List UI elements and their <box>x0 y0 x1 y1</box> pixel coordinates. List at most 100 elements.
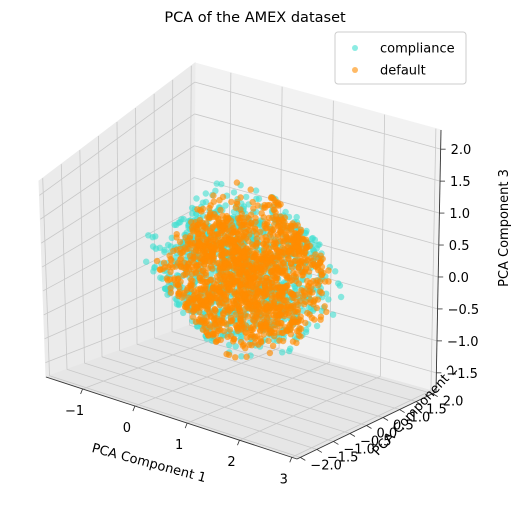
point-default <box>288 305 294 311</box>
point-default <box>200 228 206 234</box>
legend-marker-default <box>352 67 358 73</box>
point-default <box>200 327 206 333</box>
point-default <box>260 315 266 321</box>
point-default <box>202 297 208 303</box>
point-default <box>269 308 275 314</box>
point-default <box>269 279 275 285</box>
legend: compliance default <box>335 32 466 84</box>
point-default <box>223 351 229 357</box>
point-default <box>225 216 231 222</box>
point-default <box>248 186 254 192</box>
point-default <box>209 257 215 263</box>
point-default <box>237 236 243 242</box>
point-compliance <box>153 246 159 252</box>
point-default <box>201 261 207 267</box>
point-default <box>237 206 243 212</box>
point-default <box>231 336 237 342</box>
point-compliance <box>152 233 158 239</box>
point-compliance <box>193 195 199 201</box>
x-axis-label: PCA Component 1 <box>90 441 208 486</box>
point-default <box>239 276 245 282</box>
point-default <box>254 262 260 268</box>
point-default <box>226 298 232 304</box>
point-default <box>243 245 249 251</box>
y-tick-mark <box>383 418 388 421</box>
point-default <box>176 284 182 290</box>
z-tick-label: 1.0 <box>449 207 470 222</box>
point-compliance <box>203 190 209 196</box>
point-default <box>202 270 208 276</box>
point-default <box>296 328 302 334</box>
point-default <box>270 343 276 349</box>
point-default <box>252 226 258 232</box>
point-default <box>275 267 281 273</box>
point-default <box>254 235 260 241</box>
point-default <box>210 192 216 198</box>
point-compliance <box>143 259 149 265</box>
point-default <box>297 298 303 304</box>
point-default <box>228 199 234 205</box>
point-default <box>309 315 315 321</box>
point-default <box>205 303 211 309</box>
point-default <box>303 243 309 249</box>
point-default <box>165 277 171 283</box>
point-default <box>182 271 188 277</box>
point-default <box>194 263 200 269</box>
point-default <box>247 262 253 268</box>
point-default <box>200 220 206 226</box>
point-default <box>192 254 198 260</box>
point-default <box>229 284 235 290</box>
point-default <box>265 338 271 344</box>
point-compliance <box>332 268 338 274</box>
x-tick-mark <box>81 389 83 394</box>
point-default <box>289 294 295 300</box>
point-compliance <box>282 209 288 215</box>
point-compliance <box>325 296 331 302</box>
point-default <box>177 246 183 252</box>
point-default <box>168 290 174 296</box>
point-default <box>242 306 248 312</box>
point-default <box>274 247 280 253</box>
point-default <box>233 291 239 297</box>
x-tick-mark <box>290 457 292 462</box>
point-default <box>223 260 229 266</box>
point-default <box>280 330 286 336</box>
point-compliance <box>231 189 237 195</box>
point-default <box>263 251 269 257</box>
point-default <box>238 298 244 304</box>
point-default <box>276 337 282 343</box>
point-default <box>252 219 258 225</box>
point-default <box>287 247 293 253</box>
y-tick-mark <box>300 457 305 460</box>
point-default <box>224 289 230 295</box>
point-default <box>215 215 221 221</box>
point-default <box>242 345 248 351</box>
point-default <box>315 267 321 273</box>
point-default <box>314 305 320 311</box>
point-default <box>154 258 160 264</box>
point-compliance <box>337 282 343 288</box>
point-default <box>255 202 261 208</box>
point-default <box>271 330 277 336</box>
point-default <box>280 239 286 245</box>
point-default <box>210 250 216 256</box>
point-default <box>267 237 273 243</box>
point-default <box>274 254 280 260</box>
point-default <box>207 243 213 249</box>
point-default <box>234 179 240 185</box>
legend-label-default: default <box>380 64 426 79</box>
point-default <box>232 354 238 360</box>
point-default <box>255 341 261 347</box>
point-default <box>198 208 204 214</box>
point-default <box>264 260 270 266</box>
point-default <box>224 334 230 340</box>
point-default <box>294 235 300 241</box>
point-default <box>218 289 224 295</box>
point-default <box>197 238 203 244</box>
point-default <box>238 222 244 228</box>
point-compliance <box>314 323 320 329</box>
x-tick-label: 1 <box>175 438 183 453</box>
point-default <box>169 264 175 270</box>
z-tick-label: −0.5 <box>448 303 480 318</box>
y-tick-mark <box>367 426 372 429</box>
